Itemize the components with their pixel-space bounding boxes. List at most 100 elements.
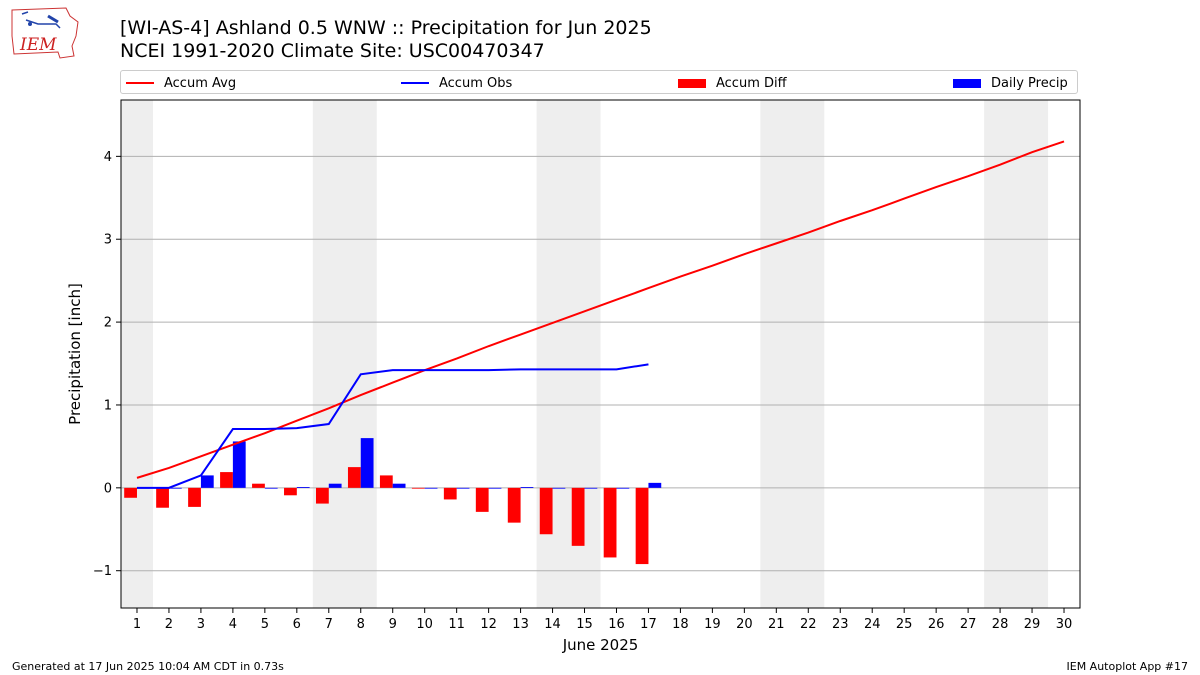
x-tick-label: 26 — [928, 617, 945, 632]
accum-diff-bar — [347, 467, 361, 488]
y-tick-label: 1 — [104, 398, 112, 413]
weekend-shade — [984, 100, 1049, 608]
weekend-shading — [121, 100, 1049, 608]
legend-item-accum-obs: Accum Obs — [401, 74, 512, 92]
x-tick-label: 8 — [357, 617, 365, 632]
footer-generated: Generated at 17 Jun 2025 10:04 AM CDT in… — [12, 660, 284, 673]
legend-swatch-accum-diff — [678, 78, 706, 88]
x-tick-label: 5 — [261, 617, 269, 632]
x-tick-label: 23 — [832, 617, 849, 632]
y-tick-label: 4 — [104, 150, 112, 165]
y-tick-label: −1 — [93, 564, 112, 579]
daily-precip-bar — [264, 487, 278, 489]
legend-label-accum-obs: Accum Obs — [439, 75, 513, 91]
y-tick-label: 2 — [104, 316, 112, 331]
x-tick-label: 1 — [133, 617, 141, 632]
legend-item-accum-diff: Accum Diff — [678, 74, 787, 92]
x-tick-label: 21 — [768, 617, 785, 632]
accum-diff-bar — [443, 487, 457, 500]
daily-precip-bar — [232, 441, 246, 488]
plot-frame — [120, 99, 1081, 609]
accum-diff-bar — [411, 487, 425, 489]
x-tick-label: 20 — [736, 617, 753, 632]
x-tick-label: 17 — [640, 617, 657, 632]
chart-subtitle: NCEI 1991-2020 Climate Site: USC00470347 — [120, 40, 545, 62]
y-tick-label: 3 — [104, 233, 112, 248]
accum-diff-bar — [603, 487, 617, 558]
iem-logo: IEM — [11, 7, 79, 59]
daily-precip-bar — [424, 487, 438, 489]
daily-precip-bar — [360, 438, 374, 488]
accum-diff-bar — [539, 487, 553, 535]
daily-precip-bar — [296, 487, 310, 488]
legend-item-daily-precip: Daily Precip — [953, 74, 1068, 92]
x-tick-label: 3 — [197, 617, 205, 632]
bars — [124, 438, 662, 565]
y-axis-label: Precipitation [inch] — [66, 283, 84, 425]
x-axis-label: June 2025 — [562, 636, 639, 654]
x-tick-label: 9 — [389, 617, 397, 632]
chart-title: [WI-AS-4] Ashland 0.5 WNW :: Precipitati… — [120, 17, 652, 39]
x-tick-label: 6 — [293, 617, 301, 632]
x-tick-label: 22 — [800, 617, 817, 632]
accum-diff-bar — [507, 487, 521, 523]
series-lines — [136, 140, 1065, 489]
accum-avg-line — [136, 140, 1065, 479]
y-tick-label: 0 — [104, 481, 112, 496]
accum-diff-bar — [315, 487, 329, 504]
x-tick-label: 28 — [992, 617, 1009, 632]
daily-precip-bar — [168, 487, 182, 489]
grid-lines — [121, 155, 1080, 572]
accum-diff-bar — [571, 487, 585, 546]
legend-swatch-accum-avg — [126, 82, 154, 84]
accum-diff-bar — [188, 487, 201, 507]
x-tick-label: 4 — [229, 617, 237, 632]
x-tick-label: 18 — [672, 617, 689, 632]
x-tick-label: 19 — [704, 617, 721, 632]
x-tick-label: 2 — [165, 617, 173, 632]
accum-diff-bar — [156, 487, 169, 508]
accum-diff-bar — [284, 487, 297, 496]
x-tick-label: 30 — [1056, 617, 1073, 632]
daily-precip-bar — [456, 487, 470, 489]
daily-precip-bar — [520, 487, 534, 488]
accum-diff-bar — [220, 472, 233, 488]
daily-precip-bar — [392, 483, 406, 488]
daily-precip-bar — [552, 487, 566, 489]
legend-label-accum-avg: Accum Avg — [164, 75, 237, 91]
legend: Accum Avg Accum Obs Accum Diff Daily Pre… — [120, 70, 1078, 94]
daily-precip-bar — [648, 482, 662, 488]
legend-label-accum-diff: Accum Diff — [716, 75, 787, 91]
weekend-shade — [760, 100, 825, 608]
accum-diff-bar — [635, 487, 649, 565]
legend-swatch-daily-precip — [953, 78, 981, 88]
legend-swatch-accum-obs — [401, 82, 429, 84]
weekend-shade — [312, 100, 377, 608]
accum-obs-line — [136, 363, 649, 489]
x-tick-label: 11 — [448, 617, 465, 632]
x-tick-label: 29 — [1024, 617, 1041, 632]
x-tick-label: 13 — [512, 617, 529, 632]
x-tick-label: 10 — [416, 617, 433, 632]
daily-precip-bar — [584, 487, 598, 489]
footer-app: IEM Autoplot App #17 — [1066, 660, 1189, 673]
x-tick-label: 25 — [896, 617, 913, 632]
x-tick-label: 12 — [480, 617, 497, 632]
legend-item-accum-avg: Accum Avg — [126, 74, 236, 92]
logo-text: IEM — [19, 35, 57, 55]
x-tick-label: 16 — [608, 617, 625, 632]
weekend-shade — [121, 100, 153, 608]
daily-precip-bar — [616, 487, 630, 489]
x-tick-label: 14 — [544, 617, 561, 632]
x-tick-label: 27 — [960, 617, 977, 632]
x-tick-label: 24 — [864, 617, 881, 632]
daily-precip-bar — [328, 483, 342, 488]
accum-diff-bar — [124, 487, 137, 498]
accum-diff-bar — [379, 475, 393, 488]
accum-diff-bar — [475, 487, 489, 512]
x-tick-label: 7 — [325, 617, 333, 632]
x-tick-label: 15 — [576, 617, 593, 632]
accum-diff-bar — [252, 483, 265, 488]
